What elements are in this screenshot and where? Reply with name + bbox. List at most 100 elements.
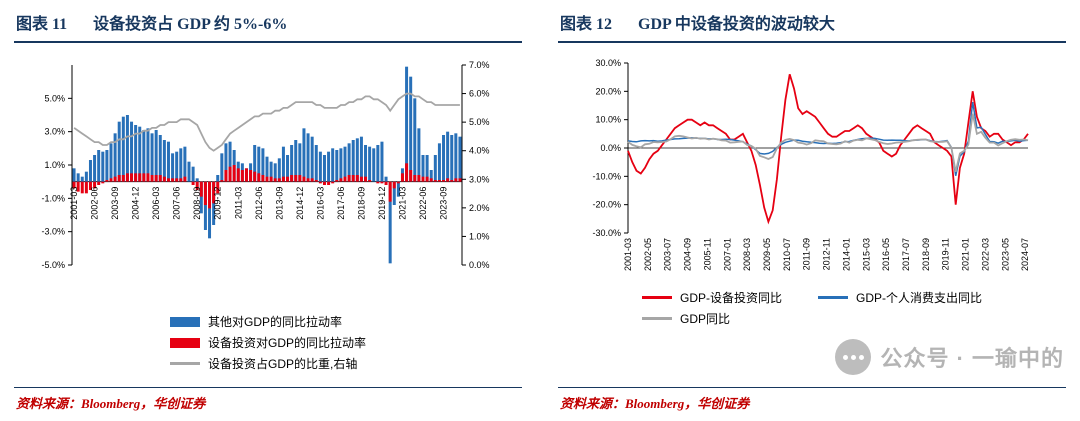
svg-text:2023-05: 2023-05 (1000, 238, 1010, 271)
svg-text:2006-03: 2006-03 (151, 187, 161, 220)
svg-text:-20.0%: -20.0% (592, 200, 621, 210)
svg-text:4.0%: 4.0% (469, 146, 490, 156)
svg-text:2004-09: 2004-09 (683, 238, 693, 271)
svg-text:3.0%: 3.0% (469, 174, 490, 184)
svg-text:2019-11: 2019-11 (941, 238, 951, 270)
legend-swatch-icon (169, 316, 200, 327)
watermark: 公众号 · 一瑜中的 (835, 339, 1064, 375)
panel-header: 图表 12 GDP 中设备投资的波动较大 (558, 8, 1066, 43)
legend-item: GDP同比 (641, 310, 730, 327)
figure-label: 图表 12 (560, 16, 613, 33)
svg-text:2012-06: 2012-06 (254, 187, 264, 220)
gdp-components-yoy-chart: 30.0%20.0%10.0%0.0%-10.0%-20.0%-30.0%200… (592, 58, 1030, 271)
svg-text:2002-06: 2002-06 (90, 187, 100, 220)
svg-text:2014-12: 2014-12 (295, 187, 305, 220)
legend-label: 其他对GDP的同比拉动率 (207, 315, 342, 329)
svg-text:2017-06: 2017-06 (336, 187, 346, 220)
figure-title: GDP 中设备投资的波动较大 (638, 16, 835, 33)
svg-text:2024-07: 2024-07 (1020, 238, 1030, 271)
legend-swatch-icon (169, 337, 200, 348)
svg-text:2019-12: 2019-12 (377, 187, 387, 220)
legend-swatch-icon (169, 362, 200, 365)
legend-label: GDP-个人消费支出同比 (856, 291, 983, 305)
legend-item: GDP-设备投资同比 (641, 289, 782, 306)
svg-text:2009-05: 2009-05 (762, 238, 772, 271)
svg-text:10.0%: 10.0% (595, 115, 621, 125)
svg-text:2011-03: 2011-03 (233, 187, 243, 219)
svg-text:6.0%: 6.0% (469, 89, 490, 99)
svg-text:-5.0%: -5.0% (41, 260, 65, 270)
svg-text:2.0%: 2.0% (469, 203, 490, 213)
svg-text:-10.0%: -10.0% (592, 171, 621, 181)
svg-text:2021-01: 2021-01 (961, 238, 971, 271)
svg-text:2021-03: 2021-03 (397, 187, 407, 220)
legend-row: GDP-设备投资同比 GDP-个人消费支出同比 (641, 289, 983, 306)
svg-text:-3.0%: -3.0% (41, 227, 65, 237)
legend-swatch-icon (641, 296, 672, 299)
svg-text:2001-03: 2001-03 (623, 238, 633, 271)
panel-header: 图表 11 设备投资占 GDP 约 5%-6% (14, 8, 522, 43)
svg-text:2010-07: 2010-07 (782, 238, 792, 271)
svg-text:1.0%: 1.0% (469, 231, 490, 241)
legend-label: GDP-设备投资同比 (679, 291, 782, 305)
svg-text:2003-07: 2003-07 (663, 238, 673, 271)
svg-text:7.0%: 7.0% (469, 60, 490, 70)
svg-text:-1.0%: -1.0% (41, 193, 65, 203)
panel-figure-11: 图表 11 设备投资占 GDP 约 5%-6% 5.0% 3.0% 1.0% -1.0%… (14, 8, 522, 413)
svg-text:2013-09: 2013-09 (274, 187, 284, 220)
svg-text:2008-03: 2008-03 (742, 238, 752, 271)
svg-text:30.0%: 30.0% (595, 58, 621, 68)
svg-text:0.0%: 0.0% (469, 260, 490, 270)
svg-text:20.0%: 20.0% (595, 86, 621, 96)
svg-text:3.0%: 3.0% (44, 127, 65, 137)
legend-row: GDP同比 (641, 310, 982, 327)
equipment-investment-gdp-share-chart: 5.0% 3.0% 1.0% -1.0% -3.0% -5.0% 7.0% 6.0% 5.0% 4… (41, 60, 490, 270)
source-text: 资料来源：Bloomberg，华创证券 (560, 396, 750, 411)
svg-text:2018-09: 2018-09 (356, 187, 366, 220)
svg-text:2016-03: 2016-03 (315, 187, 325, 220)
svg-text:2009-12: 2009-12 (213, 187, 223, 220)
chart-area: 30.0% 20.0% 10.0% 0.0% -10.0% -20.0% -30.0% 200… (558, 57, 1066, 283)
legend-label: 设备投资占GDP的比重,右轴 (207, 357, 358, 371)
legend-label: 设备投资对GDP的同比拉动率 (207, 336, 366, 350)
svg-text:1.0%: 1.0% (44, 160, 65, 170)
svg-text:2012-11: 2012-11 (822, 238, 832, 270)
svg-text:0.0%: 0.0% (600, 143, 621, 153)
svg-text:2015-03: 2015-03 (861, 238, 871, 271)
svg-text:2018-09: 2018-09 (921, 238, 931, 271)
figure-title: 设备投资占 GDP 约 5%-6% (93, 16, 288, 33)
svg-text:2022-06: 2022-06 (418, 187, 428, 220)
svg-text:2011-09: 2011-09 (802, 238, 812, 270)
svg-text:2022-03: 2022-03 (980, 238, 990, 271)
source-row: 资料来源：Bloomberg，华创证券 (558, 387, 1066, 413)
svg-text:5.0%: 5.0% (469, 117, 490, 127)
svg-text:2023-09: 2023-09 (439, 187, 449, 220)
legend-swatch-icon (818, 296, 848, 299)
svg-text:2014-01: 2014-01 (841, 238, 851, 271)
panel-figure-12: 图表 12 GDP 中设备投资的波动较大 30.0% 20.0% 10.0% 0.0% -… (558, 8, 1066, 413)
watermark-text: 公众号 · 一瑜中的 (880, 346, 1064, 371)
chart-legend: 其他对GDP的同比拉动率设备投资对GDP的同比拉动率 设备投资占GDP的比重,右轴 (169, 309, 366, 376)
legend-item: 设备投资对GDP的同比拉动率 (169, 334, 366, 351)
svg-text:5.0%: 5.0% (44, 93, 65, 103)
legend-item: 其他对GDP的同比拉动率 (169, 313, 342, 330)
source-row: 资料来源：Bloomberg，华创证券 (14, 387, 522, 413)
svg-text:-30.0%: -30.0% (592, 228, 621, 238)
legend-row: 设备投资对GDP的同比拉动率 (169, 334, 366, 351)
svg-text:2017-07: 2017-07 (901, 238, 911, 271)
chart-area: 5.0% 3.0% 1.0% -1.0% -3.0% -5.0% 7.0% 6.0% 5.0% 4… (14, 57, 522, 307)
source-text: 资料来源：Bloomberg，华创证券 (16, 396, 206, 411)
chart-legend: GDP-设备投资同比 GDP-个人消费支出同比 GDP同比 (641, 285, 983, 331)
svg-text:2007-06: 2007-06 (172, 187, 182, 220)
svg-text:2016-05: 2016-05 (881, 238, 891, 271)
svg-text:2007-01: 2007-01 (722, 238, 732, 271)
svg-text:2001-03: 2001-03 (69, 187, 79, 220)
svg-text:2004-12: 2004-12 (131, 187, 141, 220)
legend-swatch-icon (641, 317, 672, 320)
legend-item: 设备投资占GDP的比重,右轴 (169, 355, 358, 372)
legend-label: GDP同比 (679, 312, 730, 326)
svg-text:2002-05: 2002-05 (643, 238, 653, 271)
svg-text:2005-11: 2005-11 (702, 238, 712, 270)
watermark-logo-icon (835, 339, 872, 375)
